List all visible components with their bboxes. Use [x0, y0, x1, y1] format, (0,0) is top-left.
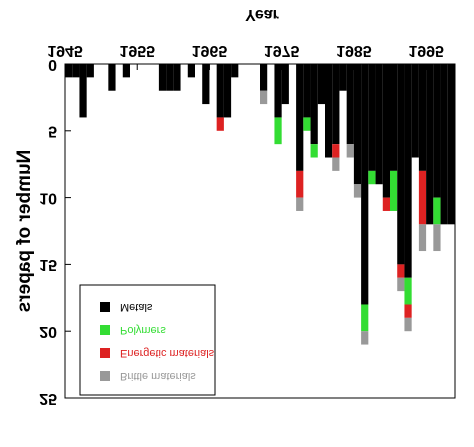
legend-label: Energetic materials: [120, 347, 215, 359]
bar-segment: [361, 331, 369, 345]
bar-segment: [390, 170, 398, 211]
bar-segment: [108, 64, 116, 91]
bar-segment: [418, 170, 427, 225]
bar-segment: [310, 144, 318, 158]
bar-segment: [418, 64, 427, 171]
bar-segment: [303, 117, 311, 131]
bar-segment: [447, 64, 455, 225]
legend: Metals Polymers Energetic materials Brittle…: [79, 284, 216, 396]
bar-segment: [281, 64, 289, 105]
bar-segment: [404, 64, 412, 278]
bar-segment: [361, 304, 369, 332]
bar-segment: [223, 64, 232, 118]
bar-segment: [426, 64, 434, 225]
y-tick-label: 0: [48, 56, 57, 73]
legend-label: Polymers: [120, 324, 166, 336]
bar-segment: [375, 64, 383, 185]
bar-segment: [397, 277, 405, 292]
bar-segment: [433, 197, 441, 225]
bar-segment: [166, 64, 174, 91]
bar-segment: [433, 64, 441, 198]
bar-segment: [216, 64, 224, 118]
legend-swatch: [100, 302, 110, 312]
bar-segment: [260, 64, 268, 91]
bar-segment: [303, 64, 311, 118]
bar-segment: [325, 64, 333, 158]
x-tick-label: 1965: [192, 42, 228, 59]
bar-segment: [404, 277, 412, 305]
bar-segment: [65, 64, 73, 78]
bar-segment: [397, 264, 405, 278]
bar-segment: [216, 117, 224, 131]
legend-swatch: [100, 371, 110, 381]
bar-segment: [310, 64, 318, 145]
bar-segment: [317, 64, 325, 105]
legend-label: Metals: [120, 301, 153, 313]
y-tick-label: 5: [48, 123, 57, 140]
bar-segment: [382, 64, 390, 198]
bar-segment: [296, 170, 304, 198]
bar-segment: [353, 64, 362, 185]
y-tick-label: 10: [39, 189, 57, 206]
bar-segment: [404, 317, 412, 332]
bar-segment: [440, 64, 448, 225]
bar-segment: [274, 64, 282, 118]
y-axis-title: Number of papers: [14, 150, 35, 313]
x-axis-title: Year: [245, 6, 279, 23]
y-tick-label: 20: [39, 323, 57, 340]
bar-segment: [346, 144, 354, 158]
x-tick-label: 1985: [336, 42, 372, 59]
bar-segment: [187, 64, 195, 78]
bar-segment: [404, 304, 412, 318]
bar-segment: [433, 224, 441, 252]
bar-segment: [296, 64, 304, 171]
legend-swatch: [100, 348, 110, 358]
bar-segment: [231, 64, 239, 78]
bar-segment: [346, 64, 354, 145]
bar-segment: [79, 64, 87, 118]
y-tick-label: 15: [39, 256, 57, 273]
bar-segment: [361, 64, 369, 305]
bar-segment: [353, 184, 362, 198]
bar-segment: [390, 64, 398, 171]
y-tick-label: 25: [39, 390, 57, 407]
bar-segment: [86, 64, 94, 78]
bar-segment: [382, 197, 390, 211]
bar-segment: [332, 144, 340, 158]
legend-label: Brittle materials: [120, 370, 196, 382]
bar-segment: [332, 157, 340, 171]
bar-segment: [368, 64, 376, 171]
x-tick-label: 1955: [119, 42, 155, 59]
x-tick-label: 1995: [408, 42, 444, 59]
bar-segment: [274, 117, 282, 145]
bar-segment: [260, 90, 268, 105]
bar-segment: [202, 64, 210, 105]
x-tick-label: 1945: [47, 42, 83, 59]
legend-swatch: [100, 325, 110, 335]
bar-segment: [411, 64, 419, 158]
bar-segment: [173, 64, 181, 91]
bar-segment: [122, 64, 130, 78]
bar-segment: [418, 224, 427, 252]
plot: Year Number of papers 1945 1955 1965 1975 1985…: [14, 6, 456, 407]
bar-segment: [72, 64, 80, 78]
bar-segment: [296, 197, 304, 211]
bar-segment: [397, 64, 405, 265]
bar-segment: [158, 64, 167, 91]
bar-segment: [368, 170, 376, 185]
x-tick-label: 1975: [264, 42, 300, 59]
bar-segment: [339, 64, 347, 91]
bar-segment: [332, 64, 340, 145]
